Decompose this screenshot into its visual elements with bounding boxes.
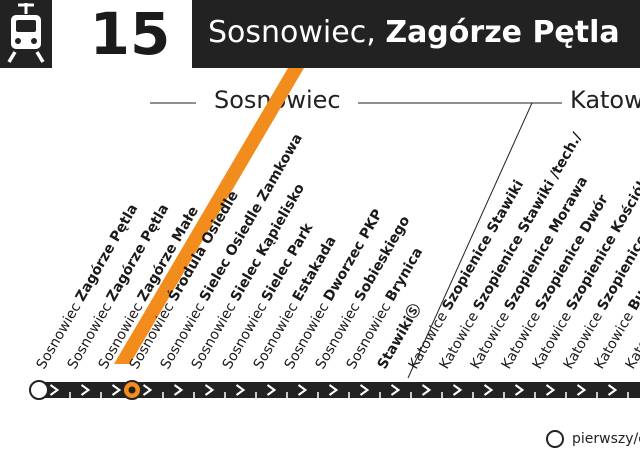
stop-marker-current-dot [128, 386, 136, 394]
legend-label: pierwszy/o [572, 431, 640, 447]
tram-icon [7, 3, 45, 63]
route-header: 15 Sosnowiec, Zagórze Pętla » [0, 0, 640, 68]
destination-arrow: » [637, 0, 640, 66]
legend: pierwszy/o [546, 430, 640, 448]
direction-chevron [173, 384, 184, 396]
direction-chevron [545, 384, 556, 396]
direction-chevron [483, 384, 494, 396]
direction-chevron [390, 384, 401, 396]
destination-city: Sosnowiec, [208, 15, 376, 50]
tram-icon-box [0, 0, 52, 68]
direction-chevron [607, 384, 618, 396]
direction-chevron [359, 384, 370, 396]
direction-chevron [235, 384, 246, 396]
direction-chevron [80, 384, 91, 396]
stop-marker-terminus [29, 380, 49, 400]
direction-chevron [49, 384, 60, 396]
route-bar [38, 382, 640, 398]
direction-chevron [328, 384, 339, 396]
direction-chevron [266, 384, 277, 396]
direction-chevron [297, 384, 308, 396]
line-number: 15 [89, 0, 171, 68]
direction-chevron [204, 384, 215, 396]
zone-label-katowice: Katow [570, 86, 640, 114]
line-number-box: 15 [68, 0, 192, 68]
destination-box: Sosnowiec, Zagórze Pętla » [192, 0, 640, 68]
route-highlight-band [114, 68, 304, 364]
direction-chevron [452, 384, 463, 396]
direction-chevron [421, 384, 432, 396]
zone-boundary-diagonal [407, 102, 533, 379]
destination-stop: Zagórze Pętla [385, 15, 620, 50]
legend-circle-icon [546, 430, 564, 448]
direction-chevron [142, 384, 153, 396]
direction-chevron [111, 384, 122, 396]
direction-chevron [514, 384, 525, 396]
direction-chevron [576, 384, 587, 396]
